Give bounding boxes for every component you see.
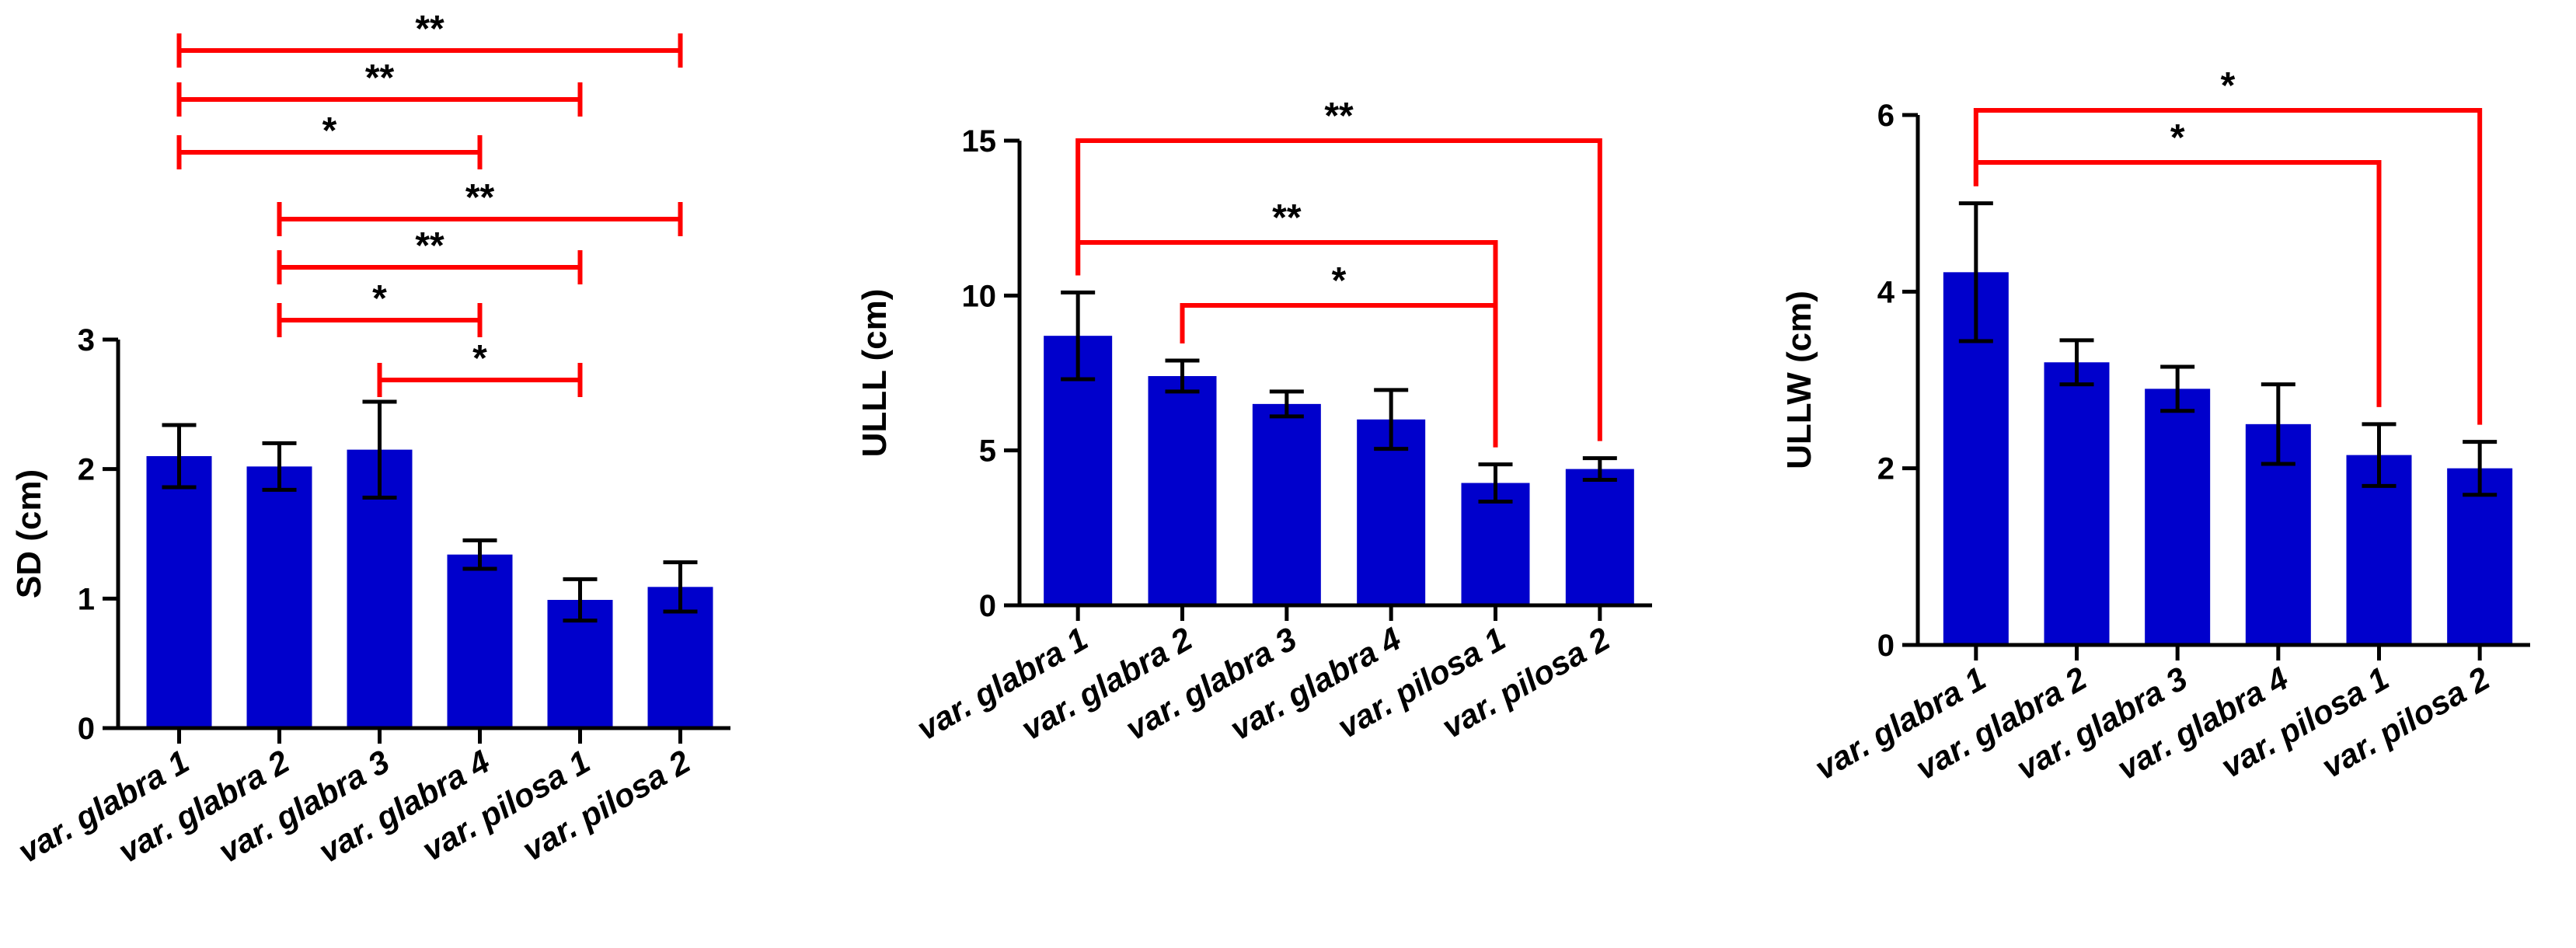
x-category-label-6: var. pilosa 2 (2316, 660, 2496, 785)
significance-bracket-1 (176, 33, 683, 68)
y-tick-label-4: 15 (962, 124, 997, 159)
significance-bracket-2 (1973, 160, 2382, 407)
significance-label-1: ** (1324, 96, 1354, 137)
significance-bracket-1 (1973, 108, 2483, 425)
y-tick-label-3: 4 (1877, 275, 1895, 309)
bar-2 (1148, 375, 1217, 605)
bar-1 (146, 456, 212, 728)
error-bar-4 (2261, 382, 2295, 466)
x-category-label-1: var. glabra 1 (911, 620, 1094, 747)
significance-label-3: * (322, 110, 337, 152)
significance-label-5: ** (415, 225, 444, 267)
error-bar-1 (1958, 201, 1993, 343)
significance-bracket-3 (1180, 303, 1498, 448)
error-bar-6 (1582, 456, 1617, 483)
significance-label-1: * (2221, 65, 2236, 106)
significance-label-1: ** (415, 9, 444, 50)
error-bar-4 (1374, 388, 1409, 451)
error-bar-5 (2362, 422, 2396, 488)
significance-label-4: ** (465, 177, 495, 218)
y-tick-label-4: 3 (78, 323, 95, 357)
error-bar-6 (2463, 440, 2498, 497)
error-bar-2 (2059, 338, 2094, 387)
significance-bracket-3 (176, 135, 483, 169)
error-bar-4 (462, 538, 497, 571)
y-tick-label-3: 2 (78, 453, 95, 487)
y-tick-label-3: 10 (962, 279, 997, 313)
error-bar-5 (563, 577, 598, 623)
y-tick-label-1: 0 (78, 712, 95, 746)
y-tick-label-4: 6 (1877, 99, 1895, 133)
y-tick-label-1: 0 (979, 589, 996, 623)
significance-label-6: * (372, 278, 387, 319)
y-axis-title: SD (cm) (10, 469, 48, 598)
significance-label-2: ** (365, 58, 395, 99)
error-bar-1 (162, 423, 197, 490)
error-bar-3 (1269, 389, 1304, 419)
y-axis-title: ULLL (cm) (856, 289, 894, 458)
x-category-label-6: var. pilosa 2 (516, 743, 696, 868)
error-bar-1 (1061, 290, 1096, 382)
error-bar-5 (1478, 462, 1513, 504)
y-tick-label-1: 0 (1877, 629, 1895, 663)
bracket-line (1973, 160, 2382, 407)
bracket-line (1973, 108, 2483, 425)
significance-bracket-6 (277, 303, 483, 337)
bracket-line (1180, 303, 1498, 448)
bar-2 (2044, 362, 2110, 645)
y-axis-title: ULLW (cm) (1780, 291, 1818, 469)
bar-6 (1565, 469, 1634, 605)
significance-bracket-5 (277, 250, 583, 284)
error-bar-3 (2160, 364, 2195, 413)
error-bar-6 (663, 560, 698, 614)
error-bar-2 (262, 441, 297, 492)
y-tick-label-2: 1 (78, 582, 95, 616)
significance-label-7: * (472, 338, 487, 379)
significance-bracket-7 (377, 363, 583, 397)
y-tick-label-2: 2 (1877, 452, 1895, 486)
y-tick-label-2: 5 (979, 434, 996, 469)
significance-bracket-1 (1075, 138, 1602, 441)
bar-2 (246, 466, 312, 728)
significance-bracket-4 (277, 202, 683, 236)
error-bar-3 (362, 399, 397, 500)
significance-label-3: * (1332, 260, 1347, 301)
bar-4 (447, 554, 513, 728)
significance-label-2: ** (1272, 197, 1302, 239)
bar-3 (1252, 403, 1321, 605)
bracket-line (1075, 138, 1602, 441)
significance-label-2: * (2170, 117, 2185, 159)
significance-bracket-2 (176, 82, 583, 117)
bar-3 (2145, 389, 2211, 645)
bar-6 (2447, 468, 2513, 645)
error-bar-2 (1165, 358, 1200, 394)
